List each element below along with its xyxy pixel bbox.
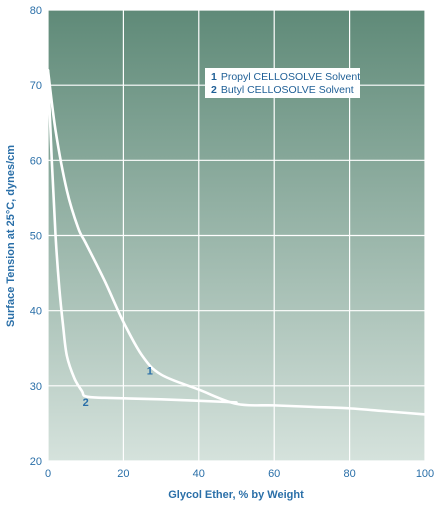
- series-line-1: [46, 68, 427, 416]
- legend-box: [205, 68, 360, 98]
- x-tick-label: 40: [193, 468, 205, 480]
- y-tick-label: 40: [30, 306, 42, 318]
- legend-label-2: Butyl CELLOSOLVE Solvent: [221, 84, 354, 96]
- x-tick-label: 0: [45, 468, 51, 480]
- legend-number-1: 1: [211, 71, 217, 83]
- series-group: [46, 68, 427, 416]
- x-tick-label: 60: [268, 468, 280, 480]
- y-tick-label: 80: [30, 5, 42, 17]
- y-tick-label: 30: [30, 381, 42, 393]
- y-tick-label: 50: [30, 231, 42, 243]
- x-tick-label: 20: [117, 468, 129, 480]
- gridlines: [47, 9, 426, 462]
- series-label-1: 1: [147, 366, 153, 378]
- series-label-2: 2: [83, 397, 89, 409]
- legend-entry-2: 2 Butyl CELLOSOLVE Solvent: [211, 84, 354, 96]
- y-tick-label: 20: [30, 456, 42, 468]
- legend: 1 Propyl CELLOSOLVE Solvent 2 Butyl CELLOS…: [205, 68, 360, 98]
- x-tick-label: 100: [416, 468, 434, 480]
- legend-label-1: Propyl CELLOSOLVE Solvent: [221, 71, 360, 83]
- x-axis-title: Glycol Ether, % by Weight: [168, 489, 304, 501]
- legend-number-2: 2: [211, 84, 217, 96]
- y-axis-title: Surface Tension at 25°C, dynes/cm: [5, 145, 17, 327]
- x-tick-label: 80: [343, 468, 355, 480]
- y-tick-label: 70: [30, 80, 42, 92]
- legend-entry-1: 1 Propyl CELLOSOLVE Solvent: [211, 71, 360, 83]
- y-tick-label: 60: [30, 155, 42, 167]
- series-line-2: [46, 68, 238, 404]
- series-labels: 12: [83, 366, 153, 410]
